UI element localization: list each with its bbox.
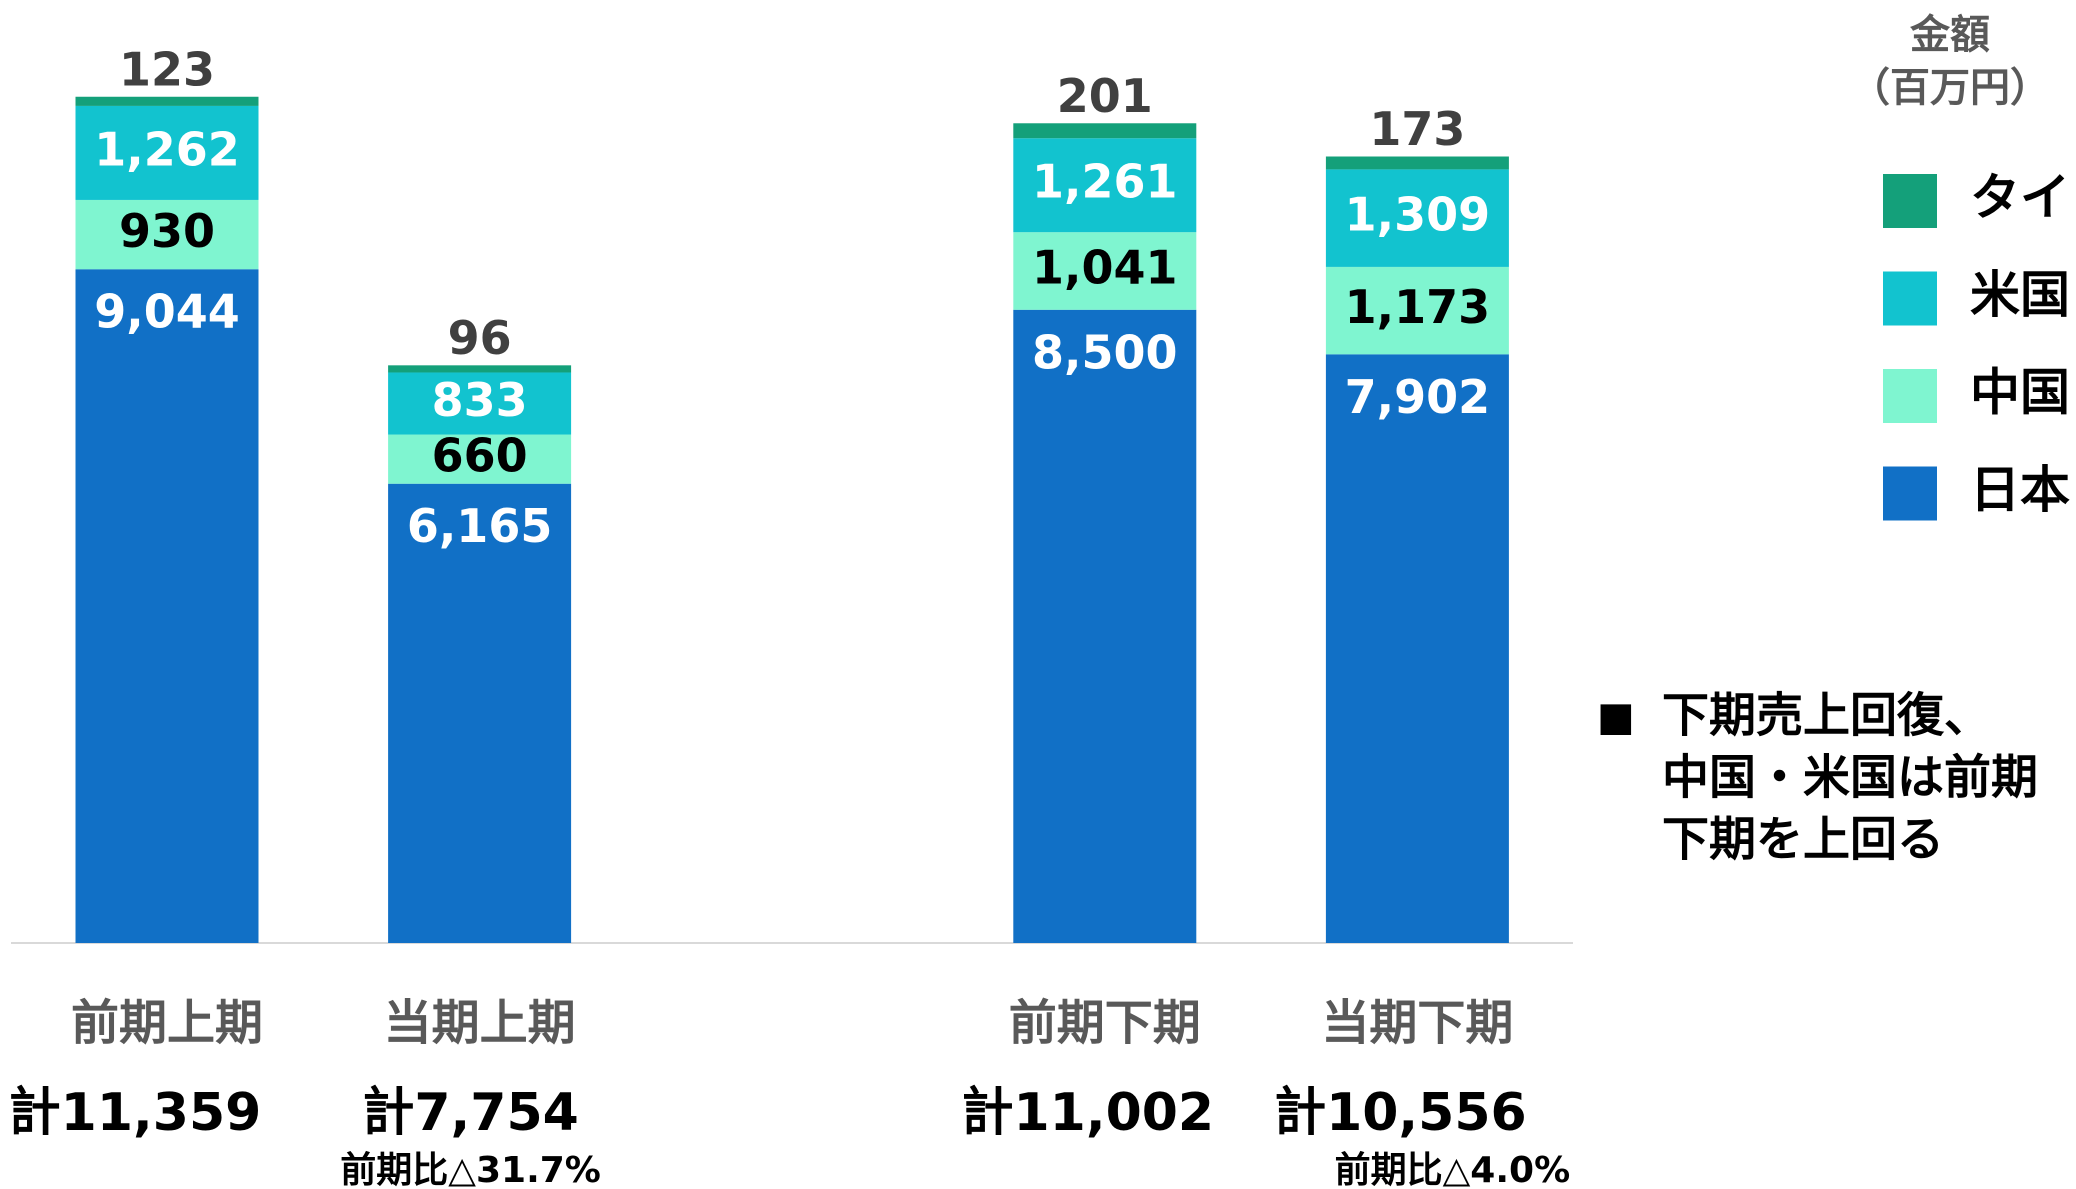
data-label: 833 [432,373,528,427]
data-label: 123 [119,42,215,96]
bar-segment [75,105,259,200]
bar-segment [75,199,259,270]
total-label: 計11,002 [961,1083,1214,1143]
data-label: 173 [1369,102,1465,156]
bar-segment [1013,123,1197,139]
bar-segment [1325,169,1509,267]
data-label: 9,044 [94,285,240,339]
data-label: 1,262 [94,122,240,176]
legend-label: 中国 [1970,364,2070,422]
data-label: 1,309 [1345,188,1491,242]
legend-label: 米国 [1970,266,2070,324]
legend-swatch [1883,271,1937,326]
bar-segment [1325,354,1509,943]
comparison-label: 前期比△31.7% [340,1150,601,1189]
legend-swatch [1883,466,1937,521]
comparison-label: 前期比△4.0% [1335,1150,1571,1189]
bar-segment [75,269,259,943]
bar-segment [388,365,572,373]
data-label: 6,165 [407,499,553,553]
total-label: 計10,556 [1274,1083,1527,1143]
note-line: 中国・米国は前期 [1662,751,2038,806]
data-label: 8,500 [1032,325,1178,379]
legend-label: タイ [1970,169,2070,227]
legend-label: 日本 [1970,461,2070,519]
bar-segment [388,372,572,435]
data-label: 930 [119,204,215,258]
data-label: 1,173 [1345,280,1491,334]
legend-title: 金額 [1909,12,1990,58]
data-label: 96 [448,311,512,365]
legend-title: （百万円） [1850,65,2050,111]
x-tick-label: 当期上期 [384,995,576,1051]
bar-segment [388,483,572,943]
x-tick-label: 前期下期 [1009,995,1201,1051]
legend-swatch [1883,369,1937,423]
bar-segment [1325,156,1509,170]
bar-segment [1325,266,1509,355]
legend-swatch [1883,174,1937,228]
x-tick-label: 前期上期 [71,995,263,1051]
bar-segment [1013,309,1197,943]
data-label: 201 [1057,69,1153,123]
total-label: 計7,754 [362,1083,578,1143]
bar-segment [75,96,259,106]
data-label: 660 [432,429,528,483]
total-label: 計11,359 [9,1083,262,1143]
bar-segment [1013,138,1197,233]
note-bullet: ■ [1597,694,1635,740]
bar-segment [388,434,572,484]
note-line: 下期を上回る [1662,813,1944,868]
note-line: 下期売上回復、 [1662,689,1991,744]
data-label: 1,261 [1032,155,1178,209]
data-label: 1,041 [1032,240,1178,294]
bar-segment [1013,232,1197,310]
x-tick-label: 当期下期 [1321,995,1513,1051]
data-label: 7,902 [1345,370,1491,424]
